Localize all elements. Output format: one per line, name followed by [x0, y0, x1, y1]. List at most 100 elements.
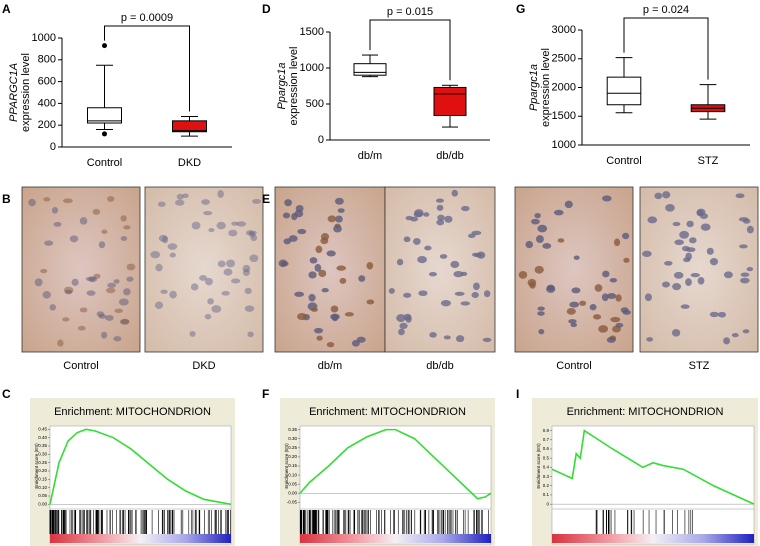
- nucleus: [685, 252, 692, 261]
- nucleus: [529, 282, 536, 289]
- y-tick-label: 3000: [552, 24, 576, 36]
- x-tick-label: DKD: [178, 157, 201, 169]
- nucleus: [598, 325, 609, 333]
- nucleus: [568, 319, 577, 324]
- y-tick-label: 0.00: [288, 490, 297, 495]
- nucleus: [85, 276, 96, 282]
- nucleus: [201, 199, 211, 205]
- plot-area: [299, 425, 492, 545]
- y-tick-label: 0.45: [38, 427, 47, 432]
- panel-label: D: [262, 2, 271, 16]
- nucleus: [672, 283, 682, 291]
- box: [433, 86, 467, 117]
- nucleus: [413, 211, 424, 218]
- nucleus: [282, 212, 291, 219]
- nucleus: [388, 287, 395, 294]
- plot-area: [551, 425, 755, 545]
- nucleus: [403, 313, 412, 321]
- nucleus: [564, 200, 573, 209]
- plot-area: [49, 425, 232, 545]
- nucleus: [610, 316, 621, 323]
- outlier: [102, 131, 107, 137]
- nucleus: [518, 270, 528, 279]
- nucleus: [606, 336, 616, 343]
- nucleus: [339, 277, 347, 284]
- nucleus: [204, 313, 212, 320]
- enrichment-curve: [299, 428, 492, 500]
- box: [87, 107, 122, 124]
- nucleus: [98, 313, 107, 319]
- y-tick-label: 0.1: [543, 492, 550, 497]
- y-tick-label: 0.2: [543, 483, 550, 488]
- nucleus: [244, 287, 252, 295]
- nucleus: [662, 191, 671, 199]
- nucleus: [249, 254, 259, 263]
- nucleus: [410, 216, 418, 222]
- nucleus: [566, 308, 576, 315]
- nucleus: [709, 258, 719, 266]
- nucleus: [435, 198, 444, 203]
- nucleus: [199, 275, 208, 281]
- enrichment-curve: [49, 428, 232, 506]
- nucleus: [217, 190, 224, 198]
- nucleus: [53, 221, 62, 227]
- nucleus: [315, 245, 323, 254]
- nucleus: [208, 228, 215, 233]
- nucleus: [331, 314, 339, 322]
- nucleus: [403, 292, 412, 298]
- box: [353, 63, 387, 76]
- y-tick-label: 0.35: [38, 443, 47, 448]
- nucleus: [167, 243, 178, 250]
- y-label: expression level: [288, 47, 300, 126]
- nucleus: [685, 278, 692, 286]
- y-tick-label: 0.15: [38, 477, 47, 482]
- nucleus: [351, 340, 360, 347]
- y-tick-label: 0.25: [288, 445, 297, 450]
- nucleus: [642, 250, 652, 257]
- nucleus: [101, 229, 108, 234]
- nucleus: [686, 220, 694, 228]
- nucleus: [118, 298, 129, 306]
- y-tick-label: 0.10: [38, 485, 47, 490]
- nucleus: [113, 279, 120, 284]
- nucleus: [92, 208, 101, 215]
- nucleus: [366, 261, 374, 270]
- nucleus: [473, 282, 480, 291]
- nucleus: [602, 270, 610, 278]
- nucleus: [126, 263, 136, 271]
- nucleus: [278, 259, 288, 268]
- nucleus: [471, 291, 479, 299]
- image-label: db/m: [318, 360, 342, 372]
- nucleus: [244, 305, 255, 312]
- y-tick-label: 0.4: [543, 465, 550, 470]
- nucleus: [622, 232, 630, 240]
- y-tick-label: 0.35: [288, 427, 297, 432]
- nucleus: [203, 211, 213, 216]
- nucleus: [436, 219, 445, 226]
- panel-label: E: [262, 192, 270, 206]
- nucleus: [335, 215, 343, 223]
- image-label: db/db: [426, 360, 454, 372]
- nucleus: [330, 305, 339, 313]
- y-label: expression level: [20, 53, 32, 132]
- nucleus: [123, 225, 131, 230]
- nucleus: [601, 293, 609, 302]
- nucleus: [700, 223, 711, 231]
- nucleus: [620, 307, 629, 313]
- y-tick-label: 0.05: [38, 493, 47, 498]
- nucleus: [417, 255, 427, 264]
- nucleus: [120, 215, 127, 222]
- y-tick-label: 0.30: [38, 452, 47, 457]
- nucleus: [569, 301, 580, 308]
- nucleus: [334, 197, 344, 205]
- nucleus: [443, 335, 451, 340]
- nucleus: [120, 318, 130, 325]
- nucleus: [191, 221, 201, 230]
- nucleus: [606, 293, 617, 299]
- nucleus: [525, 240, 534, 249]
- nucleus: [451, 189, 458, 197]
- nucleus: [594, 284, 603, 292]
- nucleus: [697, 276, 705, 285]
- nucleus: [664, 260, 673, 266]
- nucleus: [403, 236, 411, 243]
